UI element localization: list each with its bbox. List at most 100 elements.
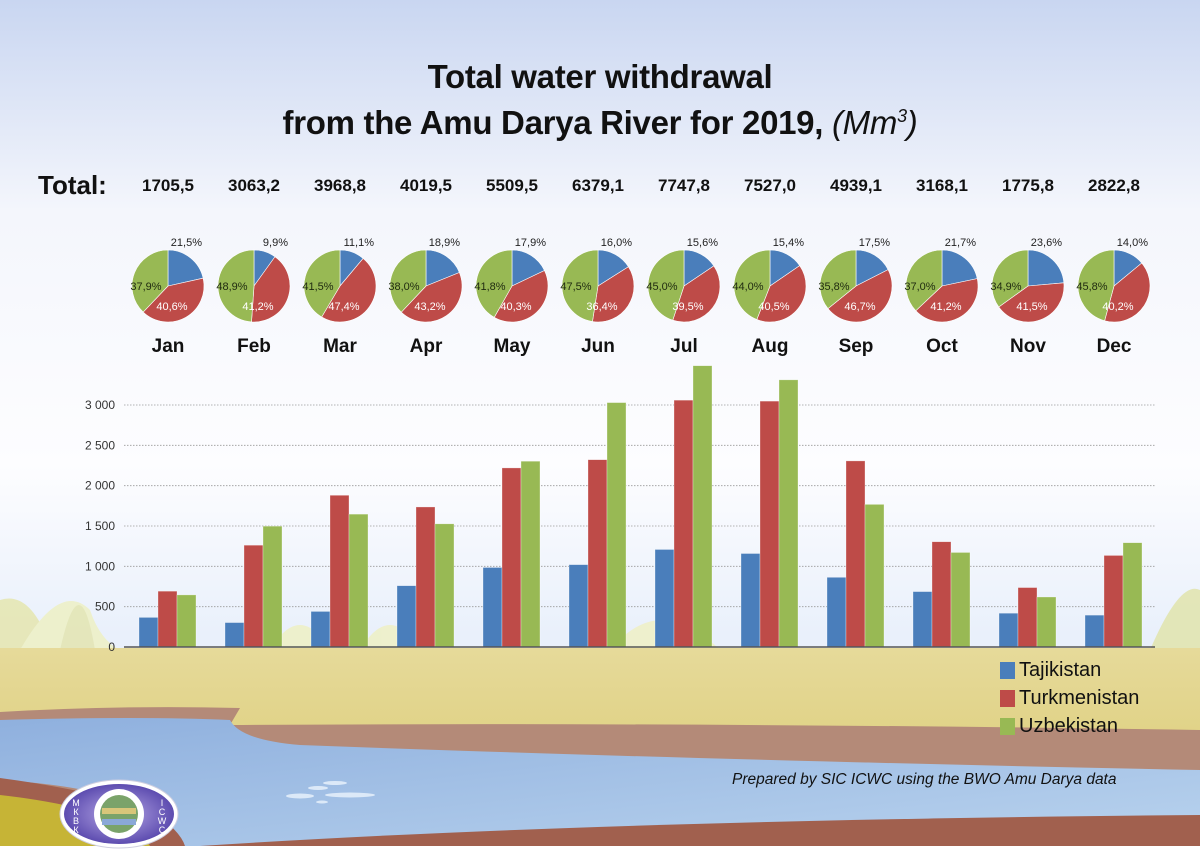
unit-superscript: 3	[897, 106, 907, 126]
pie-slice-uzbekistan	[733, 249, 771, 320]
pie-label-uzbekistan: 37,0%	[904, 281, 935, 293]
month-label-dec: Dec	[1096, 336, 1132, 357]
total-value-jun: 6379,1	[572, 176, 624, 195]
legend-swatch-turkmenistan	[1000, 689, 1015, 707]
pie-slice-uzbekistan	[905, 249, 943, 312]
pie-slice-turkmenistan	[827, 269, 893, 323]
month-label-aug: Aug	[751, 336, 789, 357]
month-label-oct: Oct	[926, 336, 958, 357]
totals-label: Total:	[38, 170, 107, 200]
month-label-jan: Jan	[151, 336, 185, 357]
month-label-nov: Nov	[1010, 336, 1046, 357]
pie-slice-uzbekistan	[991, 249, 1029, 308]
month-label-jul: Jul	[670, 336, 698, 357]
source-credit: Prepared by SIC ICWC using the BWO Amu D…	[732, 771, 1117, 788]
pie-label-uzbekistan: 41,8%	[474, 281, 505, 293]
pie-label-tajikistan: 18,9%	[429, 237, 460, 249]
legend-label: Tajikistan	[1019, 658, 1102, 681]
pie-label-turkmenistan: 41,2%	[930, 301, 961, 313]
total-value-aug: 7527,0	[744, 176, 796, 195]
pie-slice-uzbekistan	[131, 249, 169, 313]
pie-label-tajikistan: 15,6%	[687, 237, 718, 249]
pie-slice-tajikistan	[941, 249, 978, 287]
pie-label-tajikistan: 11,1%	[344, 237, 375, 249]
pie-label-turkmenistan: 41,2%	[242, 301, 273, 313]
pie-dec: 14,0% 40,2% 45,8%	[1076, 237, 1151, 323]
pie-sep: 17,5% 46,7% 35,8%	[818, 237, 893, 323]
total-value-jul: 7747,8	[658, 176, 710, 195]
pie-label-uzbekistan: 34,9%	[990, 281, 1021, 293]
pie-label-uzbekistan: 45,0%	[646, 281, 677, 293]
pie-jul: 15,6% 39,5% 45,0%	[646, 237, 721, 323]
legend-label: Turkmenistan	[1019, 686, 1140, 709]
pie-label-uzbekistan: 41,5%	[302, 281, 333, 293]
pie-label-turkmenistan: 39,5%	[672, 301, 703, 313]
pie-slice-turkmenistan	[493, 270, 549, 323]
month-label-feb: Feb	[237, 336, 271, 357]
pie-label-turkmenistan: 36,4%	[586, 301, 617, 313]
pie-label-tajikistan: 23,6%	[1031, 237, 1062, 249]
legend-item-uzbekistan: Uzbekistan	[1000, 712, 1139, 740]
pie-label-turkmenistan: 40,5%	[758, 301, 789, 313]
pie-label-tajikistan: 9,9%	[263, 237, 288, 249]
water-ripples	[286, 781, 375, 804]
pie-label-uzbekistan: 47,5%	[560, 281, 591, 293]
unit-close: )	[906, 104, 918, 141]
pie-slice-turkmenistan	[251, 256, 291, 323]
pie-label-uzbekistan: 38,0%	[388, 281, 419, 293]
pie-slice-turkmenistan	[400, 272, 463, 323]
pie-slice-turkmenistan	[142, 277, 205, 323]
pie-jan: 21,5% 40,6% 37,9%	[130, 237, 205, 323]
pie-label-uzbekistan: 45,8%	[1076, 281, 1107, 293]
pie-apr: 18,9% 43,2% 38,0%	[388, 237, 463, 323]
pie-slice-uzbekistan	[303, 249, 341, 318]
unit-label: (Mm3)	[832, 104, 918, 141]
pie-label-tajikistan: 14,0%	[1117, 237, 1148, 249]
pie-slice-uzbekistan	[475, 249, 513, 318]
chart-title-line1: Total water withdrawal	[427, 58, 773, 95]
month-label-jun: Jun	[581, 336, 615, 357]
pie-slice-tajikistan	[1027, 249, 1065, 287]
pie-oct: 21,7% 41,2% 37,0%	[904, 237, 979, 323]
total-value-feb: 3063,2	[228, 176, 280, 195]
pie-label-turkmenistan: 40,2%	[1102, 301, 1133, 313]
unit-open: (Mm	[831, 104, 898, 141]
pie-slice-uzbekistan	[1077, 249, 1115, 322]
pie-label-turkmenistan: 47,4%	[328, 301, 359, 313]
total-value-dec: 2822,8	[1088, 176, 1140, 195]
total-value-apr: 4019,5	[400, 176, 452, 195]
pie-label-tajikistan: 17,5%	[859, 237, 890, 249]
total-value-mar: 3968,8	[314, 176, 366, 195]
legend-swatch-tajikistan	[1000, 661, 1015, 679]
pie-slice-turkmenistan	[915, 278, 979, 323]
total-value-sep: 4939,1	[830, 176, 882, 195]
pie-label-turkmenistan: 43,2%	[414, 301, 445, 313]
legend-item-turkmenistan: Turkmenistan	[1000, 684, 1139, 712]
pie-slice-turkmenistan	[672, 265, 721, 323]
pie-aug: 15,4% 40,5% 44,0%	[732, 237, 807, 323]
pie-label-uzbekistan: 44,0%	[732, 281, 763, 293]
pie-may: 17,9% 40,3% 41,8%	[474, 237, 549, 323]
month-label-apr: Apr	[409, 336, 443, 357]
legend-label: Uzbekistan	[1019, 714, 1118, 737]
pie-label-uzbekistan: 37,9%	[130, 281, 161, 293]
pie-label-uzbekistan: 48,9%	[216, 281, 247, 293]
near-bank-right	[200, 815, 1200, 846]
pie-slice-tajikistan	[425, 249, 460, 287]
total-value-jan: 1705,5	[142, 176, 194, 195]
total-value-oct: 3168,1	[916, 176, 968, 195]
month-label-sep: Sep	[838, 336, 874, 357]
pie-label-tajikistan: 21,7%	[945, 237, 976, 249]
pie-label-tajikistan: 17,9%	[515, 237, 546, 249]
pie-label-uzbekistan: 35,8%	[818, 281, 849, 293]
pie-label-turkmenistan: 40,3%	[500, 301, 531, 313]
legend-swatch-uzbekistan	[1000, 717, 1015, 735]
pie-mar: 11,1% 47,4% 41,5%	[302, 237, 377, 323]
pie-slice-uzbekistan	[819, 249, 857, 310]
pie-label-tajikistan: 16,0%	[601, 237, 632, 249]
pie-label-tajikistan: 21,5%	[171, 237, 202, 249]
month-label-mar: Mar	[323, 336, 357, 357]
pie-slice-turkmenistan	[1104, 262, 1151, 323]
